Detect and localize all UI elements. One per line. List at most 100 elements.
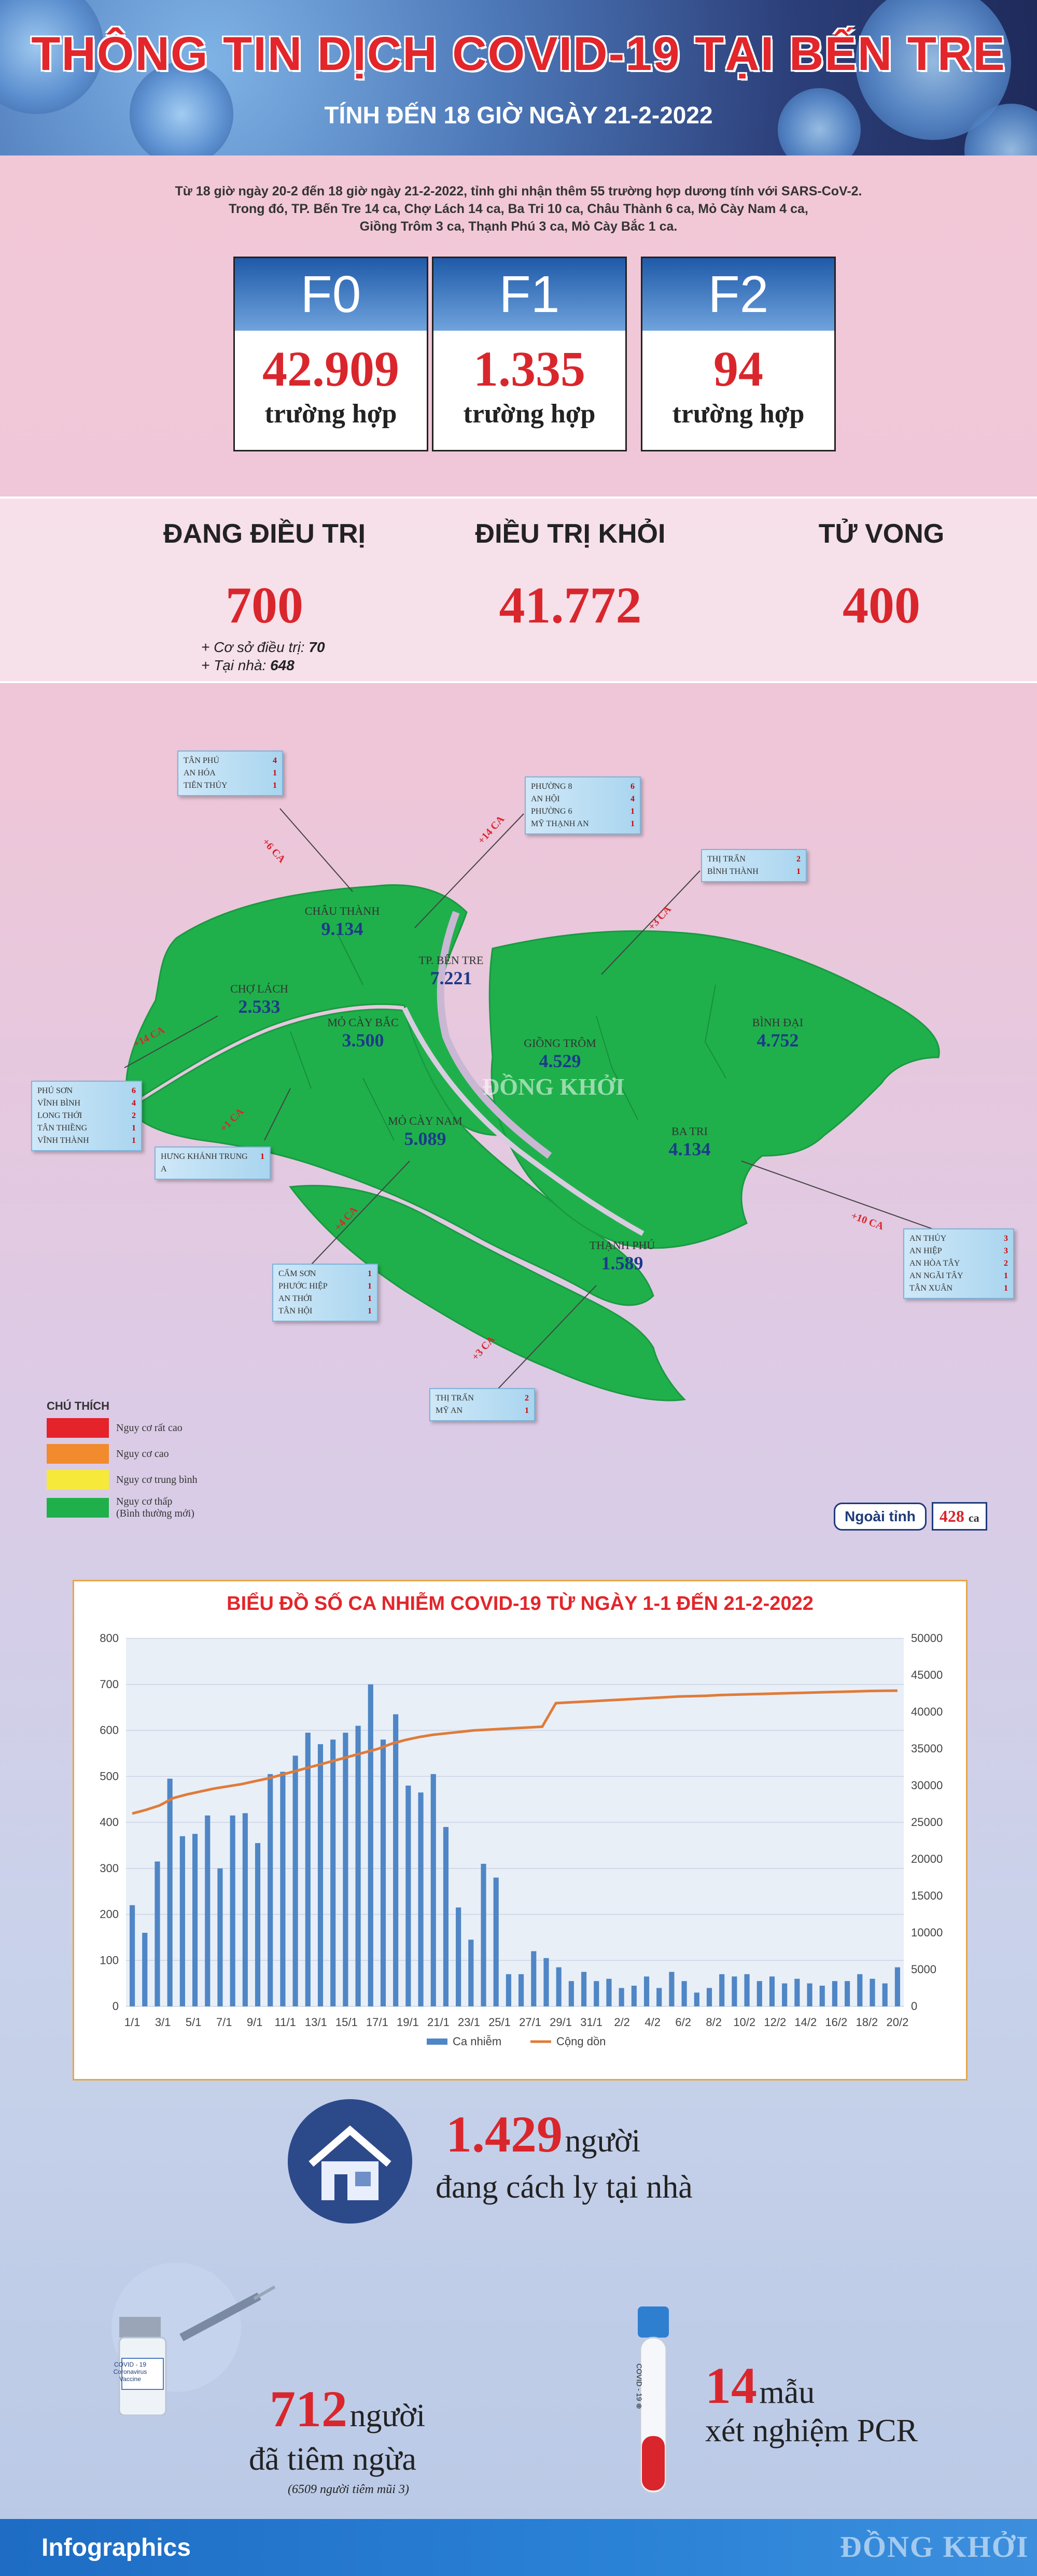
f2-label: F2 [642,258,834,331]
bar [456,1907,461,2006]
bar [744,1974,750,2006]
footer-watermark: ĐỒNG KHỞI [840,2530,1029,2564]
intro-line-3: Giồng Trôm 3 ca, Thạnh Phú 3 ca, Mỏ Cày … [359,219,678,234]
legend-item-very-high: Nguy cơ rất cao [47,1418,223,1438]
bar [681,1981,687,2006]
y-right-tick-label: 50000 [911,1632,943,1645]
cases-chart: BIỂU ĐỒ SỐ CA NHIỄM COVID-19 TỪ NGÀY 1-1… [73,1580,968,2080]
bar [142,1933,148,2006]
test-tube-icon [638,2306,669,2494]
vaccination-note: (6509 người tiêm mũi 3) [288,2483,409,2496]
bar [443,1827,449,2006]
cumulative-line [132,1689,898,1815]
legend-item-low: Nguy cơ thấp (Bình thường mới) [47,1496,223,1520]
quarantine-value: 1.429 [446,2105,563,2163]
stats-band [0,497,1037,683]
bar [594,1981,599,2006]
bar [706,1988,712,2006]
district-cho-lach: CHỢ LÁCH 2.533 [230,982,288,1017]
y-left-tick-label: 200 [100,1908,119,1921]
y-left-tick-label: 800 [100,1632,119,1645]
district-ben-tre: TP. BẾN TRE 7.221 [418,954,484,988]
outside-label: Ngoài tỉnh [834,1502,927,1531]
y-right-tick-label: 30000 [911,1779,943,1792]
page-subtitle: TÍNH ĐẾN 18 GIỜ NGÀY 21-2-2022 [324,102,713,129]
bar [205,1815,211,2006]
bar [694,1992,699,2006]
vaccination-value: 712 [270,2380,347,2438]
pcr-label: xét nghiệm PCR [705,2413,918,2448]
bar [581,1972,587,2006]
x-tick-label: 13/1 [305,2016,327,2029]
f0-label: F0 [235,258,427,331]
vaccination-unit: người [349,2398,426,2433]
x-tick-label: 2/2 [614,2016,630,2029]
bar [380,1739,386,2006]
bar [155,1861,160,2006]
district-thanh-phu: THẠNH PHÚ 1.589 [589,1239,655,1273]
legend-item-medium: Nguy cơ trung bình [47,1470,223,1490]
bar [368,1684,373,2006]
y-right-tick-label: 25000 [911,1816,943,1829]
intro-line-1: Từ 18 giờ ngày 20-2 đến 18 giờ ngày 21-2… [175,184,862,199]
river-main [437,911,552,1159]
bar [807,1983,812,2006]
f0-value: 42.909 [262,341,399,397]
x-tick-label: 16/2 [825,2016,847,2029]
callout-binh-dai: THỊ TRẤN 2 BÌNH THÀNH 1 [701,849,807,882]
f1-box: F1 1.335 trường hợp [432,257,627,451]
x-tick-label: 15/1 [335,2016,358,2029]
quarantine-unit: người [565,2124,641,2159]
map-legend: CHÚ THÍCH Nguy cơ rất cao Nguy cơ cao Ng… [47,1399,223,1526]
chart-plot: 0 100 200 300 400 500 600 700 800 0 5000 10000 15000… [100,1632,943,2048]
x-tick-label: 25/1 [488,2016,511,2029]
y-left-tick-label: 700 [100,1678,119,1691]
bar [418,1792,424,2006]
bar [782,1983,788,2006]
deaths-value: 400 [843,576,920,634]
bar [292,1756,298,2006]
bar [481,1863,486,2006]
vaccination-label: đã tiêm ngừa [249,2442,416,2477]
vaccine-vial-label: COVID - 19 Coronavirus Vaccine [113,2361,147,2383]
bar [732,1976,737,2006]
legend-item-high: Nguy cơ cao [47,1444,223,1464]
bar [493,1877,499,2006]
bar [242,1813,248,2006]
bar [305,1732,311,2006]
y-right-tick-label: 0 [911,2000,917,2013]
x-tick-label: 11/1 [275,2016,296,2029]
legend-swatch-cases [427,2039,447,2045]
district-mo-cay-nam: MỎ CÀY NAM 5.089 [388,1114,463,1149]
map-land [125,884,940,1402]
x-tick-label: 8/2 [706,2016,722,2029]
bar [343,1732,348,2006]
x-tick-label: 19/1 [397,2016,419,2029]
x-tick-label: 4/2 [644,2016,661,2029]
y-left-tick-label: 500 [100,1770,119,1782]
bar [669,1972,675,2006]
bar [719,1974,725,2006]
bar [255,1843,261,2006]
bar [656,1988,662,2006]
bar [794,1978,800,2006]
map-watermark: ĐỒNG KHỞI [482,1073,625,1100]
x-tick-label: 20/2 [886,2016,908,2029]
bar [531,1951,537,2006]
f0-box: F0 42.909 trường hợp [233,257,428,451]
bar [230,1815,235,2006]
f2-value: 94 [713,341,763,397]
bar [393,1714,399,2006]
legend-label-cumulative: Cộng dồn [556,2035,606,2048]
bar [179,1836,185,2006]
callout-ba-tri: AN THỦY 3 AN HIỆP 3 AN HÒA TÂY 2 AN NGÃI TÂ… [903,1228,1014,1299]
quarantine-stat: 1.429 người [446,2104,640,2164]
pcr-unit: mẫu [759,2375,815,2410]
test-tube-label: COVID - 19 ⊕ [635,2363,643,2409]
x-tick-label: 23/1 [458,2016,480,2029]
y-right-tick-label: 5000 [911,1963,936,1976]
f1-unit: trường hợp [463,399,596,429]
bar [280,1772,286,2006]
legend-label-cases: Ca nhiễm [453,2035,501,2048]
bar [857,1974,863,2006]
